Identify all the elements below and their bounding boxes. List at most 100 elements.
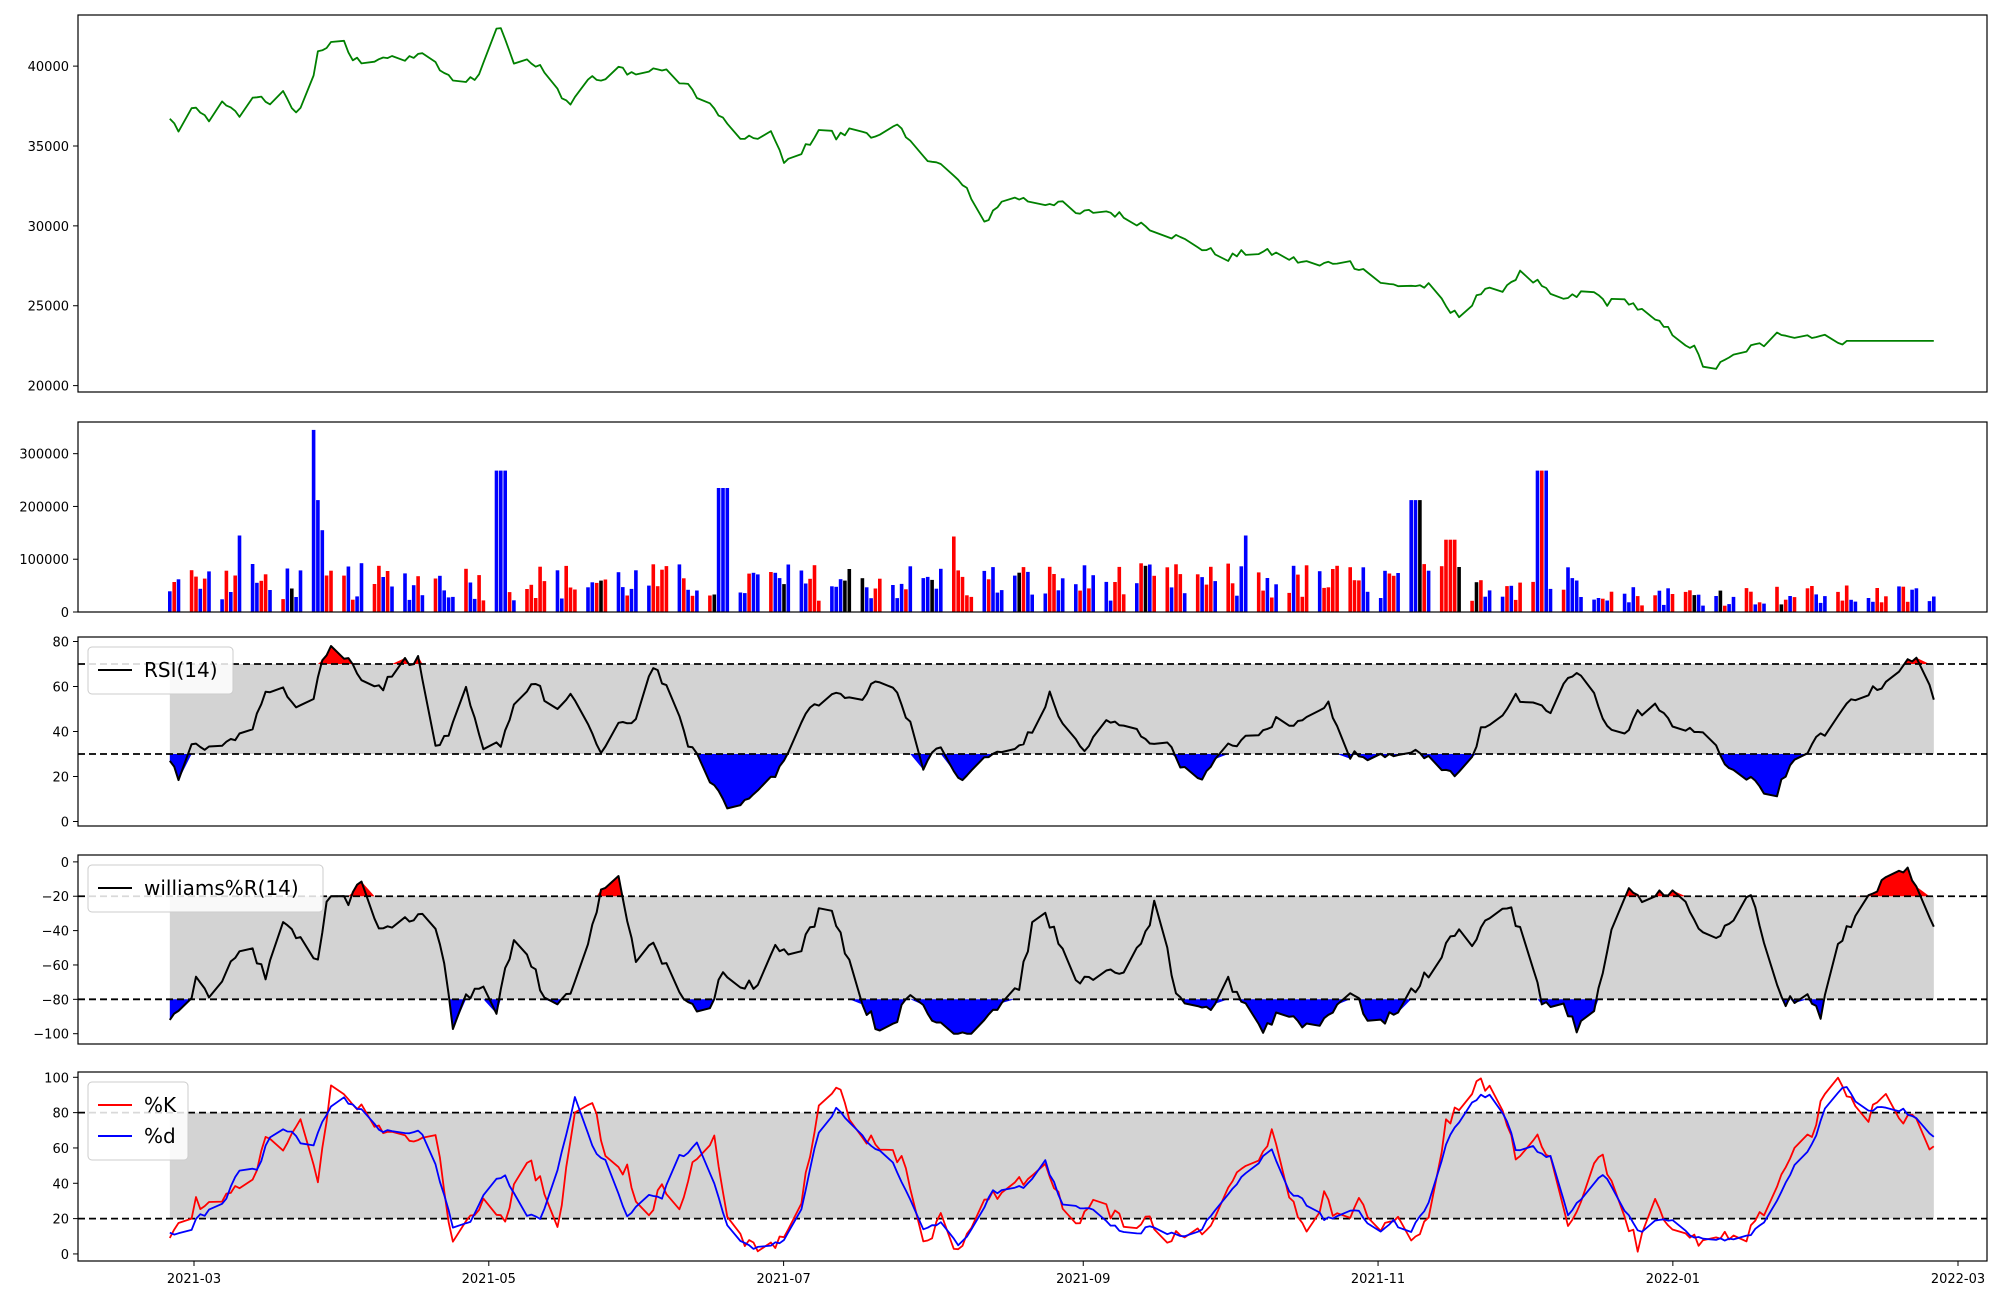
volume-bar bbox=[1570, 578, 1575, 612]
volume-bar bbox=[573, 589, 577, 612]
volume-bar bbox=[1905, 601, 1910, 612]
volume-bar bbox=[438, 575, 442, 612]
y-tick-label: 40 bbox=[52, 726, 69, 741]
volume-bar bbox=[268, 590, 272, 612]
volume-bar bbox=[1823, 596, 1827, 612]
volume-bar bbox=[1169, 587, 1174, 612]
volume-bar bbox=[281, 599, 285, 612]
volume-bar bbox=[1657, 590, 1662, 612]
volume-bar bbox=[1304, 565, 1309, 612]
volume-bar bbox=[1753, 604, 1758, 612]
volume-bar bbox=[168, 591, 172, 612]
volume-bar bbox=[1152, 575, 1156, 612]
volume-bar bbox=[1243, 535, 1248, 612]
x-tick-label: 2021-03 bbox=[167, 1272, 221, 1287]
volume-bar bbox=[1326, 587, 1331, 612]
volume-bar bbox=[1531, 581, 1535, 612]
volume-bar bbox=[1226, 563, 1230, 612]
volume-bar bbox=[1378, 598, 1383, 612]
volume-bar bbox=[294, 597, 298, 612]
legend-box bbox=[87, 864, 324, 913]
volume-bar bbox=[560, 598, 564, 612]
volume-bar bbox=[1574, 580, 1579, 612]
volume-bar bbox=[1361, 567, 1366, 612]
volume-bar bbox=[385, 571, 390, 612]
y-tick-label: 25000 bbox=[28, 300, 69, 315]
volume-bar bbox=[999, 590, 1004, 612]
rsi-frame bbox=[77, 636, 1988, 827]
volume-bar bbox=[1013, 575, 1017, 612]
volume-bar bbox=[351, 599, 355, 612]
volume-bar bbox=[934, 588, 939, 612]
volume-bar bbox=[525, 589, 529, 612]
volume-bar bbox=[1775, 586, 1779, 612]
volume-bar bbox=[708, 595, 712, 612]
volume-bar bbox=[1365, 591, 1370, 612]
volume-bar bbox=[377, 565, 381, 612]
volume-bar bbox=[1688, 590, 1692, 612]
volume-bar bbox=[864, 587, 869, 612]
volume-bar bbox=[1744, 588, 1749, 612]
volume-bar bbox=[651, 564, 656, 612]
volume-bar bbox=[229, 592, 233, 612]
volume-bar bbox=[1879, 602, 1884, 612]
volume-bar bbox=[1317, 571, 1322, 612]
y-tick-label: 300000 bbox=[19, 448, 69, 463]
x-tick-label: 2021-11 bbox=[1351, 1272, 1405, 1287]
volume-bar bbox=[1383, 570, 1387, 612]
volume-bar bbox=[259, 580, 264, 612]
volume-bar bbox=[1849, 599, 1853, 612]
volume-bar bbox=[590, 582, 595, 612]
volume-bar bbox=[625, 595, 629, 612]
williams-oversold-fill bbox=[169, 999, 1934, 1034]
rsi-band bbox=[169, 664, 1934, 754]
volume-bar bbox=[1409, 500, 1413, 612]
volume-bar bbox=[1104, 581, 1109, 612]
volume-bar bbox=[1609, 591, 1614, 612]
volume-bar bbox=[1762, 603, 1766, 612]
y-tick-label: 35000 bbox=[28, 140, 69, 155]
y-tick-label: 0 bbox=[61, 606, 69, 621]
volume-bar bbox=[1117, 566, 1122, 612]
volume-bar bbox=[969, 596, 974, 612]
volume-bar bbox=[1718, 590, 1723, 612]
volume-bar bbox=[1792, 597, 1797, 612]
volume-bar bbox=[743, 593, 747, 612]
volume-bar bbox=[634, 570, 638, 612]
volume-bar bbox=[342, 575, 346, 612]
stoch-d-line bbox=[169, 1086, 1935, 1250]
volume-bar bbox=[1814, 594, 1818, 612]
y-tick-label: 40000 bbox=[28, 60, 69, 75]
volume-bar bbox=[921, 578, 926, 612]
volume-bar bbox=[1788, 596, 1792, 612]
volume-bar bbox=[1605, 600, 1609, 612]
volume-bar bbox=[324, 575, 329, 612]
volume-bar bbox=[925, 576, 930, 612]
volume-bar bbox=[1135, 583, 1139, 612]
volume-bar bbox=[1148, 564, 1152, 612]
y-tick-label: 0 bbox=[61, 1248, 69, 1263]
y-tick-label: 100 bbox=[44, 1071, 69, 1086]
volume-bar bbox=[660, 569, 664, 612]
volume-bar bbox=[1043, 593, 1048, 612]
volume-bar bbox=[1026, 571, 1030, 612]
volume-bar bbox=[477, 575, 481, 612]
volume-bar bbox=[1291, 565, 1296, 612]
volume-bar bbox=[1757, 602, 1762, 612]
legend-label: %d bbox=[144, 1124, 176, 1148]
volume-bar bbox=[812, 565, 817, 612]
volume-bar bbox=[233, 575, 237, 612]
volume-bar bbox=[1670, 594, 1675, 612]
volume-bar bbox=[1548, 588, 1553, 612]
williams-line bbox=[168, 866, 1935, 1035]
volume-bar bbox=[1544, 470, 1548, 612]
volume-bar bbox=[991, 567, 995, 612]
volume-bar bbox=[250, 564, 255, 612]
stochastic-panel: 0 20 40 60 80 100 %K %d bbox=[44, 1071, 1988, 1263]
volume-bar bbox=[747, 573, 751, 612]
volume-bar bbox=[891, 585, 895, 612]
volume-bar bbox=[1413, 500, 1418, 612]
volume-bar bbox=[664, 566, 669, 612]
volume-bar bbox=[1230, 583, 1235, 612]
volume-bar bbox=[433, 578, 438, 612]
